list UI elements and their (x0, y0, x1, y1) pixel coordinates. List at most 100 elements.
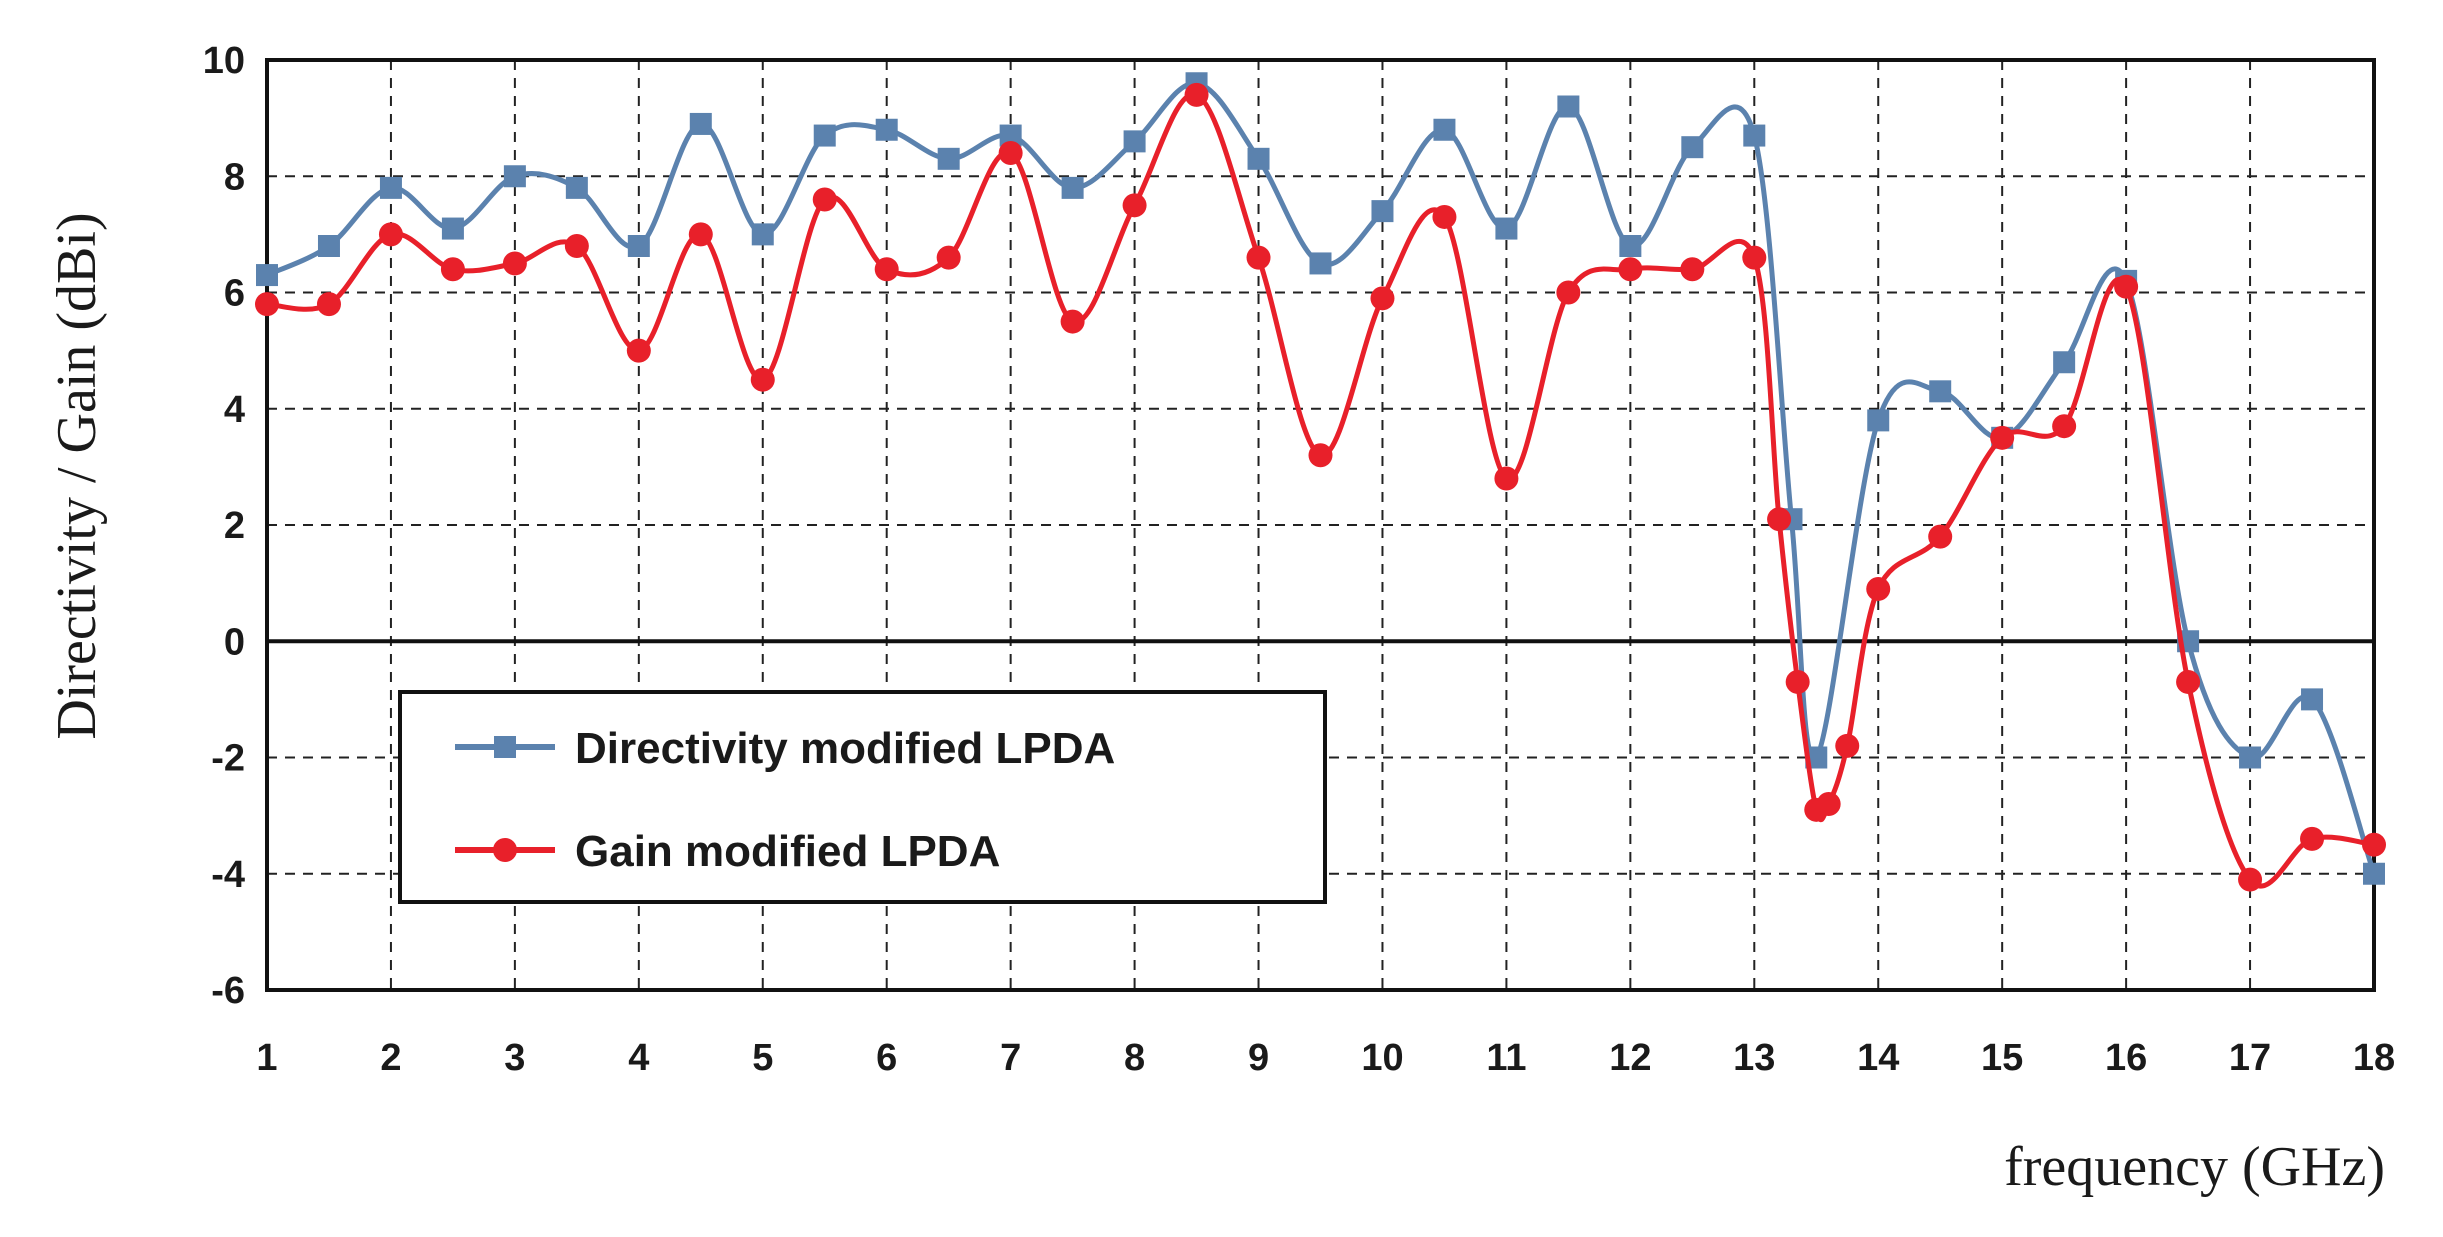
data-point (379, 176, 402, 199)
data-point (998, 141, 1023, 165)
x-tick-label: 7 (1000, 1037, 1021, 1079)
data-point (1785, 669, 1810, 694)
data-point (875, 118, 898, 141)
data-point (1681, 136, 1704, 159)
data-point (1867, 409, 1890, 432)
data-point (2362, 832, 2386, 857)
data-point (2363, 862, 2385, 885)
legend-label: Gain modified LPDA (575, 827, 1000, 876)
legend-swatch-marker (493, 838, 517, 862)
x-tick-label: 2 (380, 1037, 401, 1079)
x-tick-label: 12 (1609, 1037, 1651, 1079)
data-point (812, 187, 837, 212)
x-axis-title: frequency (GHz) (2004, 1136, 2385, 1198)
legend-label: Directivity modified LPDA (575, 724, 1115, 773)
x-tick-label: 3 (504, 1037, 525, 1079)
plot-frame (265, 58, 2376, 992)
data-point (2114, 274, 2139, 299)
x-tick-label: 14 (1857, 1037, 1899, 1079)
data-point (627, 235, 650, 257)
x-tick-label: 6 (876, 1037, 897, 1079)
data-point (1556, 280, 1581, 305)
y-tick-label: 8 (224, 156, 245, 198)
data-point (936, 245, 961, 270)
data-point (2238, 867, 2263, 892)
data-point (874, 257, 899, 282)
data-point (256, 264, 278, 287)
data-point (2053, 351, 2076, 374)
x-tick-label: 8 (1124, 1037, 1145, 1079)
x-tick-label: 4 (628, 1037, 649, 1079)
data-point (999, 124, 1022, 147)
data-point (1433, 118, 1456, 141)
data-point (750, 367, 775, 392)
data-point (1928, 524, 1953, 549)
data-point (1432, 204, 1457, 229)
data-point (378, 222, 403, 247)
x-tick-label: 1 (256, 1037, 277, 1079)
data-point (2300, 826, 2325, 851)
data-point (502, 251, 527, 276)
data-point (441, 217, 464, 240)
data-point (2176, 669, 2201, 694)
x-tick-label: 9 (1248, 1037, 1269, 1079)
data-point (1309, 252, 1332, 275)
data-point (1990, 425, 2015, 450)
y-tick-label: 6 (224, 273, 245, 315)
data-point (2052, 414, 2077, 439)
data-point (316, 292, 341, 317)
data-point (1866, 576, 1891, 601)
data-point (564, 234, 589, 258)
data-point (1494, 466, 1519, 491)
data-point (2301, 688, 2324, 711)
data-point (1308, 443, 1333, 468)
y-tick-label: 0 (224, 621, 245, 663)
data-point (1061, 176, 1084, 199)
data-point (317, 235, 340, 257)
x-tick-label: 5 (752, 1037, 773, 1079)
data-point (937, 147, 960, 170)
x-tick-label: 17 (2229, 1037, 2271, 1079)
data-point (1767, 507, 1792, 532)
legend-swatch-marker (494, 736, 516, 758)
data-point (1619, 235, 1642, 257)
data-point (1557, 95, 1580, 118)
data-point (440, 257, 465, 282)
data-point (1816, 792, 1841, 816)
data-point (255, 292, 279, 317)
x-tick-label: 15 (1981, 1037, 2023, 1079)
data-point (1246, 245, 1271, 270)
y-tick-label: 4 (224, 389, 245, 431)
y-tick-label: 10 (203, 40, 245, 82)
data-point (1184, 82, 1209, 107)
legend-box (398, 690, 1327, 904)
data-point (1680, 257, 1705, 282)
data-point (1495, 217, 1518, 240)
data-point (2239, 746, 2262, 769)
y-tick-label: -2 (211, 738, 245, 780)
data-point (1835, 733, 1860, 758)
data-point (1743, 124, 1766, 147)
data-point (1371, 200, 1394, 223)
series-gain (255, 82, 2386, 892)
data-point (1618, 257, 1643, 282)
legend: Directivity modified LPDA Gain modified L… (398, 690, 1327, 904)
data-point (1123, 130, 1146, 153)
data-point (1060, 309, 1085, 334)
y-tick-label: 2 (224, 505, 245, 547)
data-point (1370, 286, 1395, 311)
data-point (813, 124, 836, 147)
x-tick-label: 13 (1733, 1037, 1775, 1079)
x-tick-label: 16 (2105, 1037, 2147, 1079)
data-point (565, 176, 588, 199)
series-layer (255, 72, 2386, 892)
y-tick-label: -6 (211, 970, 245, 1012)
axes (265, 58, 2376, 992)
x-tick-label: 11 (1486, 1037, 1526, 1079)
data-point (626, 338, 651, 363)
x-tick-label: 18 (2353, 1037, 2395, 1079)
x-tick-label: 10 (1361, 1037, 1403, 1079)
data-point (1247, 147, 1270, 170)
